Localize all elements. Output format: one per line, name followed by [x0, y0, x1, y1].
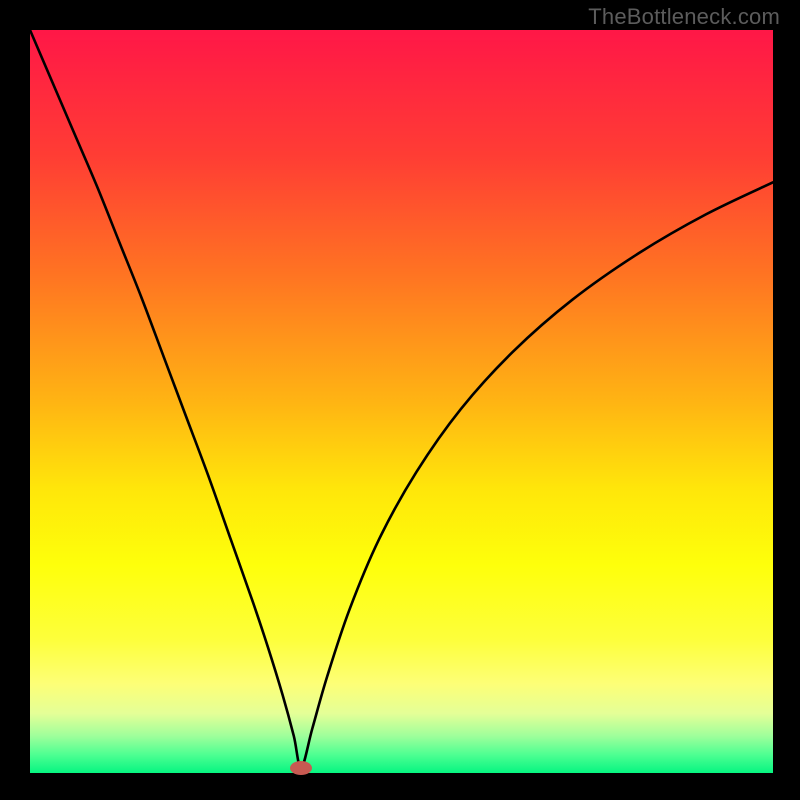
bottleneck-curve: [30, 30, 773, 773]
watermark-text: TheBottleneck.com: [588, 4, 780, 30]
chart-plot-area: [30, 30, 773, 773]
curve-path: [30, 30, 773, 768]
minimum-marker-ellipse: [290, 761, 312, 775]
minimum-marker: [290, 761, 312, 775]
